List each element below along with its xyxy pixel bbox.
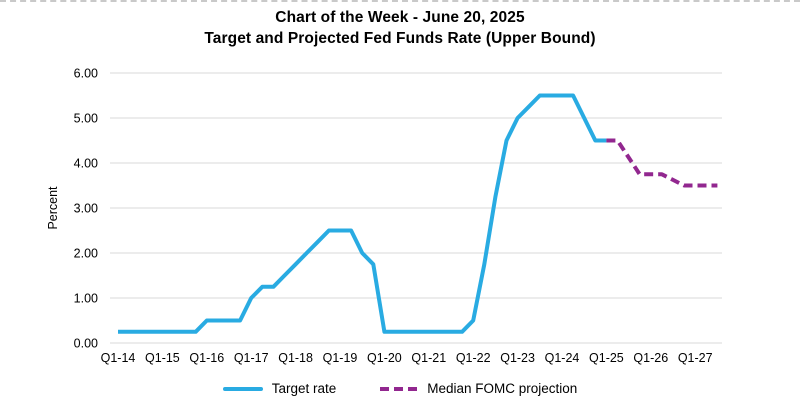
- x-tick-label: Q1-15: [145, 351, 180, 365]
- chart-subtitle: Target and Projected Fed Funds Rate (Upp…: [204, 30, 596, 47]
- y-tick-label: 4.00: [74, 157, 98, 171]
- median-fomc-projection-line: [606, 138, 718, 188]
- x-tick-label: Q1-16: [189, 351, 224, 365]
- y-tick-label: 2.00: [74, 247, 98, 261]
- legend-item-target-rate: Target rate: [222, 380, 337, 398]
- y-tick-label: 3.00: [74, 202, 98, 216]
- legend-item-fomc-projection: Median FOMC projection: [380, 380, 577, 398]
- top-dotted-divider: [0, 0, 800, 2]
- chart-title: Chart of the Week - June 20, 2025: [275, 9, 525, 26]
- target-rate-line-swatch: [222, 387, 263, 391]
- target-rate-line: [118, 93, 607, 334]
- x-tick-label: Q1-22: [456, 351, 491, 365]
- y-tick-label: 5.00: [74, 112, 98, 126]
- chart-title-block: Chart of the Week - June 20, 2025 Target…: [0, 7, 800, 49]
- x-tick-label: Q1-25: [589, 351, 624, 365]
- fomc-projection-line-swatch: [380, 387, 419, 391]
- x-tick-label: Q1-19: [323, 351, 358, 365]
- x-tick-label: Q1-17: [234, 351, 269, 365]
- y-tick-label: 0.00: [74, 337, 98, 351]
- chart-legend: Target rate Median FOMC projection: [0, 380, 800, 398]
- y-tick-label: 6.00: [74, 67, 98, 81]
- legend-label-fomc-projection: Median FOMC projection: [427, 381, 578, 396]
- x-tick-label: Q1-20: [367, 351, 402, 365]
- x-tick-label: Q1-26: [633, 351, 668, 365]
- y-axis-title: Percent: [46, 186, 60, 230]
- legend-label-target-rate: Target rate: [271, 381, 337, 396]
- y-tick-label: 1.00: [74, 292, 98, 306]
- x-tick-label: Q1-24: [545, 351, 580, 365]
- x-tick-label: Q1-14: [101, 351, 136, 365]
- x-tick-label: Q1-27: [678, 351, 713, 365]
- x-tick-label: Q1-23: [500, 351, 535, 365]
- x-tick-label: Q1-18: [278, 351, 313, 365]
- x-tick-label: Q1-21: [411, 351, 446, 365]
